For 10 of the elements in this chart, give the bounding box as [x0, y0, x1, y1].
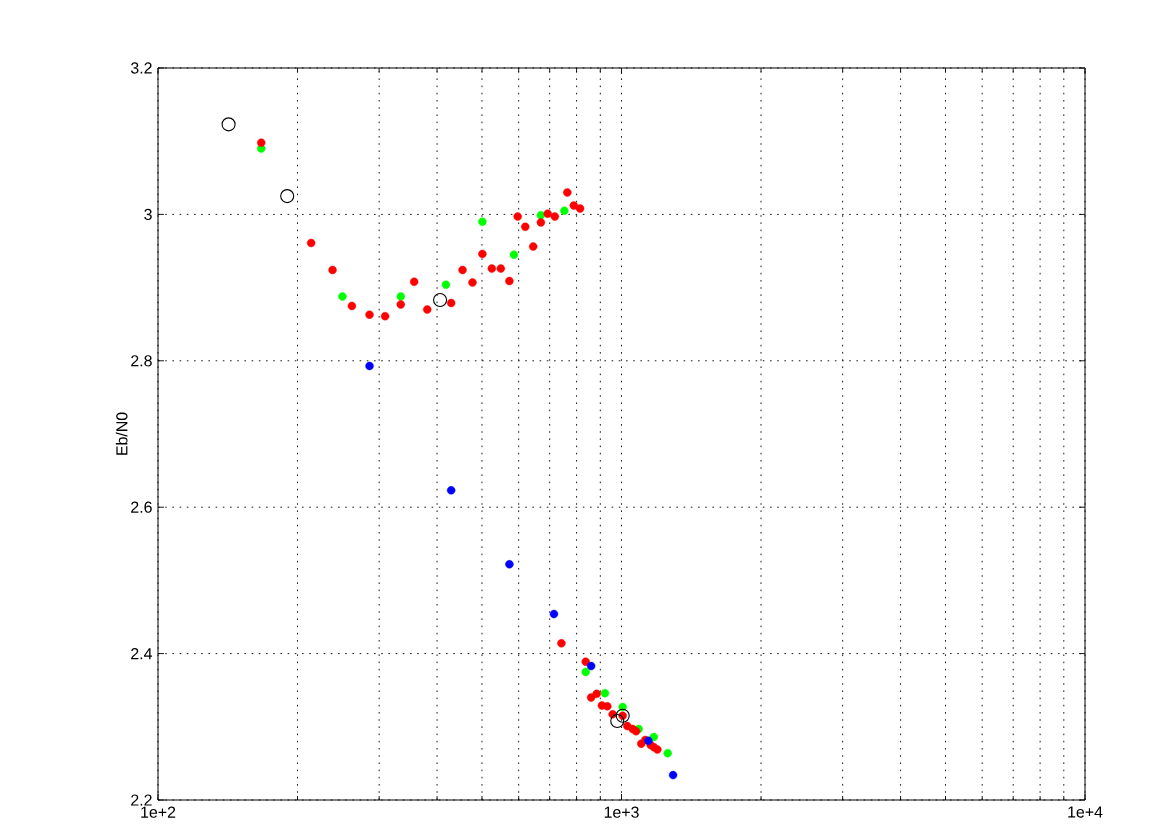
y-tick-label: 3.2	[130, 62, 152, 74]
y-tick-label: 3	[144, 208, 152, 221]
y-tick-label: 2.4	[131, 648, 153, 660]
y-axis-title: Eb/N0	[115, 412, 128, 455]
x-tick-label: 1e+4	[1068, 806, 1103, 818]
x-tick-label: 1e+2	[141, 806, 176, 818]
x-tick-label: 1e+3	[604, 806, 639, 818]
y-tick-label: 2.8	[131, 355, 152, 367]
y-tick-label: 2.2	[131, 794, 152, 806]
y-tick-label: 2.6	[131, 501, 152, 513]
